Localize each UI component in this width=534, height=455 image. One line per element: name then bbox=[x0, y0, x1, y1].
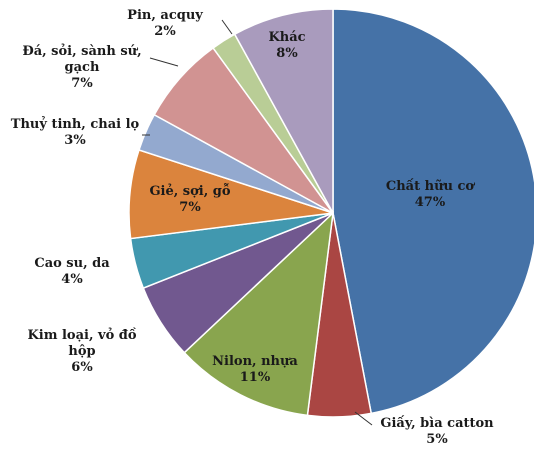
leader-line bbox=[221, 19, 233, 35]
slice bbox=[332, 8, 534, 415]
value-label: 6% bbox=[71, 360, 93, 375]
value-label: 11% bbox=[239, 370, 271, 385]
slice-label: Giấy, bìa catton 5% bbox=[367, 416, 507, 448]
value-label: 8% bbox=[276, 46, 298, 61]
category-label: Thuỷ tinh, chai lọ bbox=[10, 117, 140, 132]
category-label: Đá, sỏi, sành sứ, gạch bbox=[22, 44, 142, 75]
value-label: 7% bbox=[71, 76, 93, 91]
category-label: Giẻ, sợi, gỗ bbox=[149, 184, 231, 199]
category-label: Khác bbox=[268, 30, 306, 45]
value-label: 7% bbox=[179, 200, 201, 215]
slice-label: Cao su, da 4% bbox=[12, 256, 132, 288]
category-label: Giấy, bìa catton bbox=[380, 416, 494, 431]
slice-label: Đá, sỏi, sành sứ, gạch 7% bbox=[10, 44, 155, 92]
slice-label: Chất hữu cơ 47% bbox=[370, 179, 490, 211]
category-label: Cao su, da bbox=[34, 256, 110, 271]
leader-line bbox=[149, 57, 179, 67]
slice bbox=[233, 8, 334, 214]
slice-label: Giẻ, sợi, gỗ 7% bbox=[130, 184, 250, 216]
category-label: Chất hữu cơ bbox=[385, 179, 475, 194]
slice-label: Kim loại, vỏ đồ hộp 6% bbox=[22, 328, 142, 376]
slice-label: Khác 8% bbox=[237, 30, 337, 62]
category-label: Pin, acquy bbox=[127, 8, 203, 23]
slice bbox=[183, 211, 335, 417]
value-label: 47% bbox=[414, 195, 446, 210]
slice-label: Nilon, nhựa 11% bbox=[195, 354, 315, 386]
value-label: 3% bbox=[64, 133, 86, 148]
slice-label: Thuỷ tinh, chai lọ 3% bbox=[0, 117, 155, 149]
leader-line bbox=[354, 411, 373, 426]
value-label: 4% bbox=[61, 272, 83, 287]
category-label: Nilon, nhựa bbox=[212, 354, 298, 369]
category-label: Kim loại, vỏ đồ hộp bbox=[27, 328, 137, 359]
value-label: 2% bbox=[154, 24, 176, 39]
value-label: 5% bbox=[426, 432, 448, 447]
slice-label: Pin, acquy 2% bbox=[105, 8, 225, 40]
